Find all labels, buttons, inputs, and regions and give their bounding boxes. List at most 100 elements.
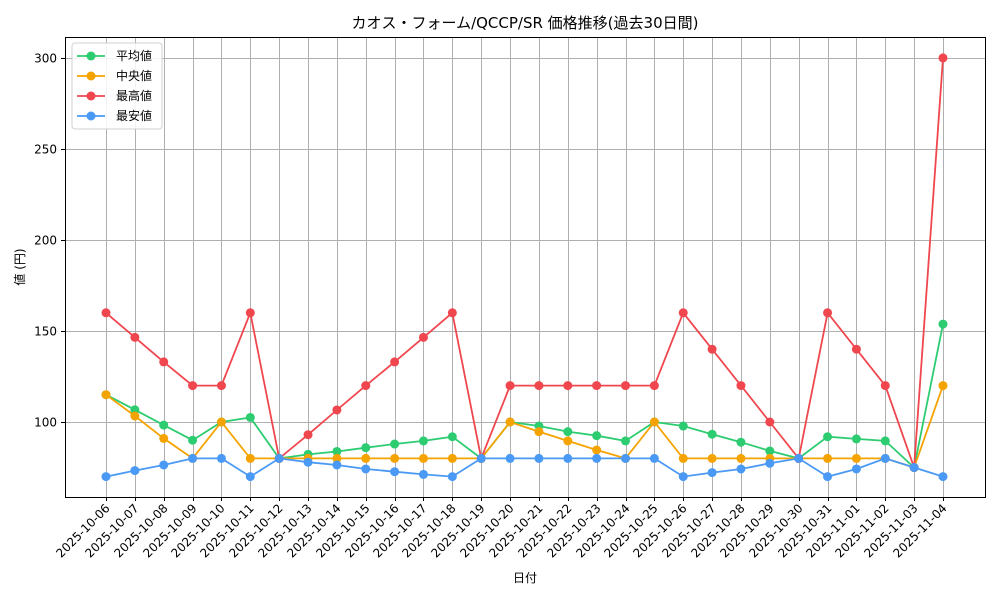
- data-point: [130, 411, 140, 421]
- y-tick-label: 100: [34, 416, 57, 430]
- series-3: [101, 453, 948, 482]
- data-point: [447, 453, 457, 463]
- data-point: [274, 453, 284, 463]
- legend-marker-icon: [86, 51, 96, 61]
- data-point: [678, 472, 688, 482]
- data-point: [649, 453, 659, 463]
- data-point: [101, 472, 111, 482]
- data-point: [332, 446, 342, 456]
- series-line: [105, 457, 944, 478]
- data-point: [390, 357, 400, 367]
- data-point: [563, 453, 573, 463]
- data-point: [390, 439, 400, 449]
- data-point: [851, 464, 861, 474]
- data-point: [534, 427, 544, 437]
- data-point: [678, 308, 688, 318]
- data-point: [736, 437, 746, 447]
- data-point: [765, 458, 775, 468]
- data-point: [303, 457, 313, 467]
- data-point: [245, 472, 255, 482]
- legend-label: 中央値: [116, 68, 152, 83]
- y-tick-label: 200: [34, 234, 57, 248]
- data-point: [216, 417, 226, 427]
- data-point: [390, 467, 400, 477]
- data-point: [447, 308, 457, 318]
- data-point: [823, 472, 833, 482]
- data-point: [159, 433, 169, 443]
- data-point: [332, 405, 342, 415]
- y-axis: 100 150 200 250 300: [34, 52, 65, 430]
- data-point: [880, 453, 890, 463]
- data-point: [592, 431, 602, 441]
- plot-frame: [65, 37, 986, 498]
- data-point: [563, 427, 573, 437]
- chart-title: カオス・フォーム/QCCP/SR 価格推移(過去30日間): [352, 14, 699, 32]
- legend-item: 最高値: [77, 88, 152, 103]
- data-point: [361, 453, 371, 463]
- y-tick-label: 150: [34, 325, 57, 339]
- data-point: [418, 453, 428, 463]
- data-point: [505, 453, 515, 463]
- legend-label: 最安値: [116, 108, 152, 123]
- data-point: [851, 434, 861, 444]
- data-point: [707, 468, 717, 478]
- data-point: [534, 453, 544, 463]
- data-point: [736, 381, 746, 391]
- data-point: [332, 460, 342, 470]
- data-point: [418, 436, 428, 446]
- data-point: [159, 460, 169, 470]
- data-point: [592, 453, 602, 463]
- data-point: [505, 381, 515, 391]
- data-point: [447, 472, 457, 482]
- legend-marker-icon: [86, 71, 96, 81]
- data-point: [563, 381, 573, 391]
- y-tick-label: 300: [34, 52, 57, 66]
- data-point: [390, 453, 400, 463]
- data-point: [823, 453, 833, 463]
- data-point: [621, 453, 631, 463]
- data-point: [938, 381, 948, 391]
- data-point: [130, 332, 140, 342]
- legend-label: 平均値: [116, 48, 152, 63]
- data-point: [188, 435, 198, 445]
- data-point: [592, 445, 602, 455]
- series-2: [101, 53, 948, 473]
- data-point: [678, 421, 688, 431]
- data-point: [592, 381, 602, 391]
- series-0: [101, 319, 948, 473]
- data-point: [736, 453, 746, 463]
- series-layer: [101, 53, 948, 482]
- data-point: [418, 469, 428, 479]
- data-point: [880, 381, 890, 391]
- data-point: [216, 453, 226, 463]
- legend-marker-icon: [86, 111, 96, 121]
- y-axis-label: 値 (円): [12, 248, 27, 285]
- data-point: [880, 436, 890, 446]
- data-point: [188, 381, 198, 391]
- data-point: [361, 381, 371, 391]
- data-point: [851, 344, 861, 354]
- data-point: [938, 472, 948, 482]
- data-point: [649, 381, 659, 391]
- data-point: [130, 405, 140, 415]
- data-point: [361, 464, 371, 474]
- data-point: [505, 417, 515, 427]
- data-point: [418, 332, 428, 342]
- data-point: [447, 432, 457, 442]
- data-point: [823, 308, 833, 318]
- data-point: [765, 417, 775, 427]
- series-line: [105, 323, 944, 470]
- data-point: [159, 420, 169, 430]
- data-point: [534, 381, 544, 391]
- data-point: [621, 381, 631, 391]
- data-point: [245, 412, 255, 422]
- data-point: [361, 443, 371, 453]
- legend-label: 最高値: [116, 88, 152, 103]
- data-point: [476, 453, 486, 463]
- legend-item: 平均値: [77, 48, 152, 63]
- data-point: [938, 319, 948, 329]
- data-point: [332, 453, 342, 463]
- data-point: [101, 390, 111, 400]
- data-point: [130, 466, 140, 476]
